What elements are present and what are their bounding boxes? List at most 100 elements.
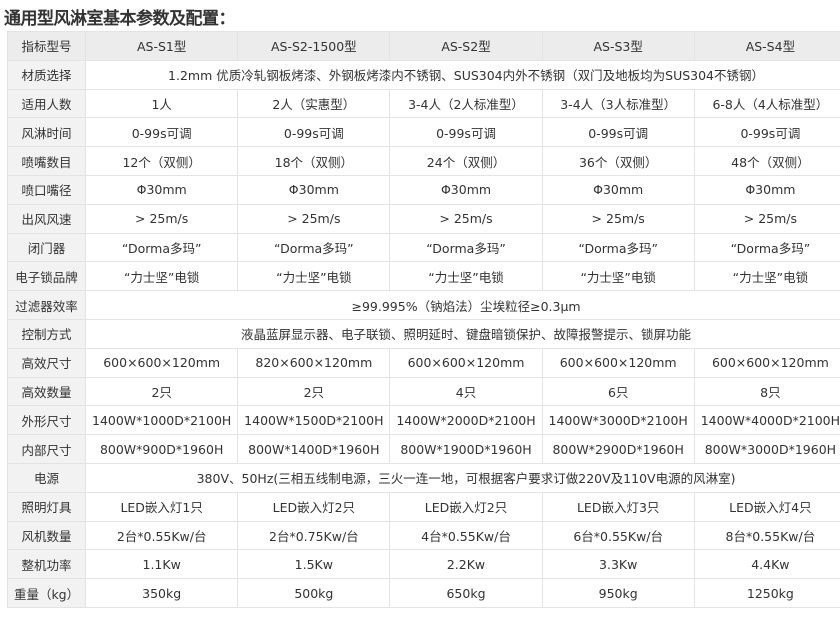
table-cell: > 25m/s <box>693 203 840 234</box>
table-cell: > 25m/s <box>389 203 543 234</box>
table-row: 整机功率 1.1Kw 1.5Kw 2.2Kw 3.3Kw 4.4Kw <box>6 549 840 580</box>
table-row: 照明灯具 LED嵌入灯1只 LED嵌入灯2只 LED嵌入灯2只 LED嵌入灯3只 LED嵌… <box>6 491 840 522</box>
table-cell: 3-4人（2人标准型） <box>389 88 543 119</box>
row-label: 过滤器效率 <box>6 290 87 320</box>
table-row: 喷口嘴径 Φ30mm Φ30mm Φ30mm Φ30mm Φ30mm <box>6 174 840 205</box>
table-cell: 800W*1900D*1960H <box>389 434 543 464</box>
table-cell: > 25m/s <box>541 203 695 234</box>
table-cell: 500kg <box>237 578 391 608</box>
table-cell-merged: 380V、50Hz(三相五线制电源，三火一连一地，可根据客户要求订做220V及1… <box>85 462 840 493</box>
row-label: 喷嘴数目 <box>6 146 87 176</box>
table-cell: 0-99s可调 <box>237 117 391 148</box>
table-cell: 950kg <box>541 578 695 608</box>
table-cell: 0-99s可调 <box>693 117 840 148</box>
table-cell: 6只 <box>541 376 695 407</box>
table-cell: 6台*0.55Kw/台 <box>541 520 695 551</box>
table-cell: 800W*900D*1960H <box>85 434 239 464</box>
table-cell: Φ30mm <box>389 174 543 205</box>
table-cell: 2只 <box>237 376 391 407</box>
table-cell: 1.1Kw <box>85 549 239 580</box>
table-cell: 820×600×120mm <box>237 347 391 378</box>
row-label: 外形尺寸 <box>6 405 87 436</box>
spec-table: 指标型号 AS-S1型 AS-S2-1500型 AS-S2型 AS-S3型 AS-S4型材… <box>6 31 840 608</box>
table-cell: 600×600×120mm <box>389 347 543 378</box>
table-cell: “力士坚”电锁 <box>693 261 840 292</box>
column-header: AS-S1型 <box>85 31 239 61</box>
table-row: 高效数量 2只 2只 4只 6只 8只 <box>6 376 840 407</box>
table-cell: Φ30mm <box>85 174 239 205</box>
row-label: 风机数量 <box>6 520 87 551</box>
table-cell: LED嵌入灯2只 <box>389 491 543 522</box>
row-label: 出风风速 <box>6 203 87 234</box>
table-cell-merged: 1.2mm 优质冷轧钢板烤漆、外钢板烤漆内不锈钢、SUS304内外不锈钢（双门及… <box>85 59 840 90</box>
table-cell-merged: ≥99.995%（钠焰法）尘埃粒径≥0.3μm <box>85 290 840 320</box>
table-cell: 8台*0.55Kw/台 <box>693 520 840 551</box>
table-cell: 24个（双侧） <box>389 146 543 176</box>
table-cell: LED嵌入灯4只 <box>693 491 840 522</box>
table-row: 适用人数 1人 2人（实惠型） 3-4人（2人标准型） 3-4人（3人标准型） 6-8人（… <box>6 88 840 119</box>
table-cell-merged: 液晶蓝屏显示器、电子联锁、照明延时、键盘暗锁保护、故障报警提示、锁屏功能 <box>85 318 840 349</box>
table-cell: > 25m/s <box>237 203 391 234</box>
table-header-row: 指标型号 AS-S1型 AS-S2-1500型 AS-S2型 AS-S3型 AS-S4型 <box>6 31 840 61</box>
table-row: 控制方式 液晶蓝屏显示器、电子联锁、照明延时、键盘暗锁保护、故障报警提示、锁屏功能 <box>6 318 840 349</box>
table-cell: 3-4人（3人标准型） <box>541 88 695 119</box>
table-cell: > 25m/s <box>85 203 239 234</box>
table-row: 风淋时间 0-99s可调 0-99s可调 0-99s可调 0-99s可调 0-99s可调 <box>6 117 840 148</box>
table-row: 重量（kg） 350kg 500kg 650kg 950kg 1250kg <box>6 578 840 608</box>
table-cell: 18个（双侧） <box>237 146 391 176</box>
table-cell: “Dorma多玛” <box>693 232 840 263</box>
table-cell: “力士坚”电锁 <box>389 261 543 292</box>
row-label: 喷口嘴径 <box>6 174 87 205</box>
table-cell: 600×600×120mm <box>85 347 239 378</box>
table-cell: Φ30mm <box>541 174 695 205</box>
table-cell: 350kg <box>85 578 239 608</box>
row-label: 内部尺寸 <box>6 434 87 464</box>
row-label: 闭门器 <box>6 232 87 263</box>
table-cell: 2台*0.75Kw/台 <box>237 520 391 551</box>
table-cell: “力士坚”电锁 <box>541 261 695 292</box>
table-cell: 0-99s可调 <box>541 117 695 148</box>
table-cell: Φ30mm <box>237 174 391 205</box>
table-cell: 4台*0.55Kw/台 <box>389 520 543 551</box>
row-label: 重量（kg） <box>6 578 87 608</box>
table-row: 材质选择 1.2mm 优质冷轧钢板烤漆、外钢板烤漆内不锈钢、SUS304内外不锈钢… <box>6 59 840 90</box>
column-header: AS-S2-1500型 <box>237 31 391 61</box>
table-cell: 1400W*2000D*2100H <box>389 405 543 436</box>
table-cell: 1人 <box>85 88 239 119</box>
row-label: 高效尺寸 <box>6 347 87 378</box>
column-header: AS-S3型 <box>541 31 695 61</box>
row-label: 适用人数 <box>6 88 87 119</box>
table-cell: 800W*3000D*1960H <box>693 434 840 464</box>
table-cell: 2.2Kw <box>389 549 543 580</box>
row-label: 高效数量 <box>6 376 87 407</box>
table-cell: 6-8人（4人标准型） <box>693 88 840 119</box>
table-cell: LED嵌入灯1只 <box>85 491 239 522</box>
row-label: 风淋时间 <box>6 117 87 148</box>
table-cell: 650kg <box>389 578 543 608</box>
table-cell: 600×600×120mm <box>693 347 840 378</box>
table-cell: 800W*2900D*1960H <box>541 434 695 464</box>
column-header: AS-S2型 <box>389 31 543 61</box>
table-row: 喷嘴数目 12个（双侧） 18个（双侧） 24个（双侧） 36个（双侧） 48个（双侧） <box>6 146 840 176</box>
table-row: 过滤器效率 ≥99.995%（钠焰法）尘埃粒径≥0.3μm <box>6 290 840 320</box>
table-cell: “力士坚”电锁 <box>85 261 239 292</box>
table-row: 电子锁品牌 “力士坚”电锁 “力士坚”电锁 “力士坚”电锁 “力士坚”电锁 “力士坚”电锁 <box>6 261 840 292</box>
table-cell: 36个（双侧） <box>541 146 695 176</box>
table-cell: 1400W*4000D*2100H <box>693 405 840 436</box>
page-title: 通用型风淋室基本参数及配置： <box>4 9 236 29</box>
table-cell: 0-99s可调 <box>85 117 239 148</box>
table-cell: 4只 <box>389 376 543 407</box>
table-row: 高效尺寸 600×600×120mm 820×600×120mm 600×600×12… <box>6 347 840 378</box>
table-cell: 600×600×120mm <box>541 347 695 378</box>
table-cell: “Dorma多玛” <box>389 232 543 263</box>
table-cell: 1.5Kw <box>237 549 391 580</box>
table-cell: 12个（双侧） <box>85 146 239 176</box>
table-cell: 1400W*3000D*2100H <box>541 405 695 436</box>
row-label: 照明灯具 <box>6 491 87 522</box>
row-label: 电源 <box>6 462 87 493</box>
table-cell: 1400W*1500D*2100H <box>237 405 391 436</box>
row-label: 整机功率 <box>6 549 87 580</box>
table-cell: “Dorma多玛” <box>541 232 695 263</box>
table-cell: LED嵌入灯3只 <box>541 491 695 522</box>
table-cell: “Dorma多玛” <box>237 232 391 263</box>
